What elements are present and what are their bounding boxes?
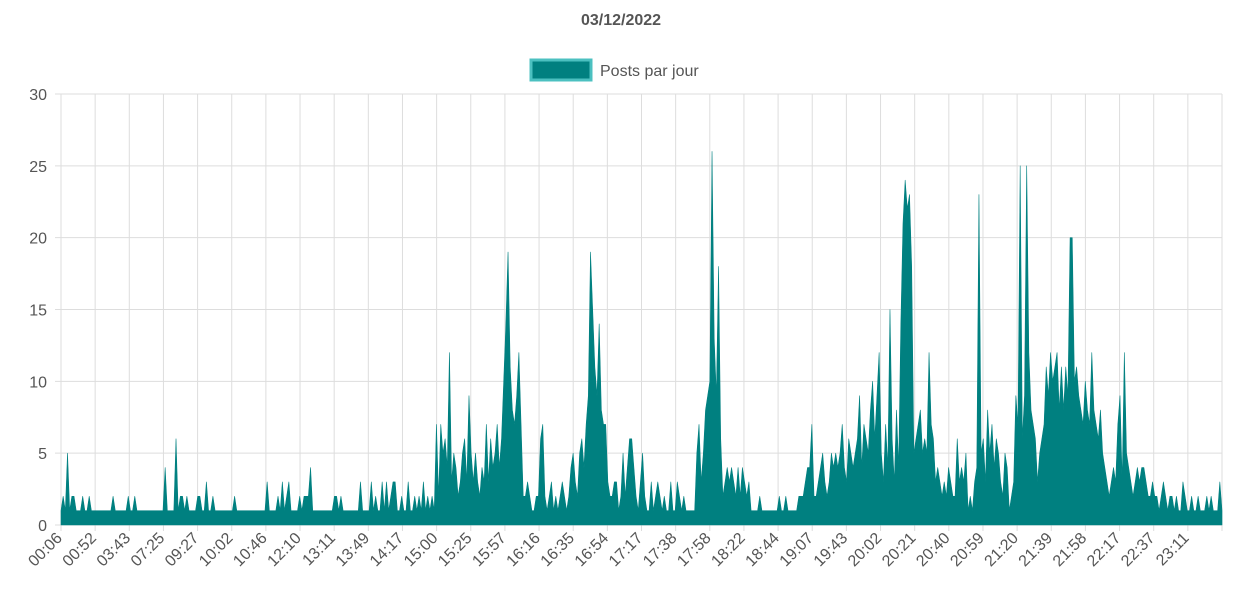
y-tick-label: 10 (29, 374, 47, 391)
x-tick-label: 15:00 (401, 530, 441, 570)
x-tick-label: 15:57 (469, 530, 509, 570)
x-tick-label: 16:35 (538, 530, 578, 570)
x-tick-label: 16:54 (572, 530, 612, 570)
x-tick-label: 03:43 (94, 530, 134, 570)
x-tick-label: 22:17 (1084, 530, 1124, 570)
y-axis: 0 5 10 15 20 25 30 (29, 87, 47, 535)
x-tick-label: 07:25 (128, 530, 168, 570)
y-tick-label: 5 (38, 446, 47, 463)
y-tick-label: 0 (38, 518, 47, 535)
x-tick-label: 21:39 (1016, 530, 1056, 570)
x-tick-label: 00:06 (25, 530, 65, 570)
x-tick-label: 18:44 (743, 530, 783, 570)
y-tick-label: 20 (29, 231, 47, 248)
x-tick-label: 19:43 (811, 530, 851, 570)
y-tick-label: 25 (29, 159, 47, 176)
x-tick-label: 20:59 (947, 530, 987, 570)
y-tick-label: 15 (29, 303, 47, 320)
legend-label: Posts par jour (600, 63, 699, 80)
x-tick-label: 21:58 (1050, 530, 1090, 570)
series-layer (60, 151, 1223, 526)
x-tick-label: 23:11 (1153, 530, 1193, 570)
x-tick-label: 21:20 (982, 530, 1022, 570)
x-tick-label: 15:25 (435, 530, 475, 570)
x-axis: 00:0600:5203:4307:2509:2710:0210:4612:10… (25, 530, 1192, 570)
y-tick-label: 30 (29, 87, 47, 104)
x-tick-label: 20:21 (879, 530, 919, 570)
x-tick-label: 19:07 (777, 530, 817, 570)
x-tick-label: 10:02 (196, 530, 236, 570)
x-tick-label: 13:49 (333, 530, 373, 570)
x-tick-label: 09:27 (162, 530, 202, 570)
x-tick-label: 10:46 (230, 530, 270, 570)
legend-swatch (529, 58, 593, 82)
x-tick-label: 22:37 (1118, 530, 1158, 570)
x-tick-label: 17:17 (606, 530, 646, 570)
series-area (60, 151, 1223, 526)
chart-title: 03/12/2022 (581, 12, 661, 29)
x-tick-label: 17:58 (674, 530, 714, 570)
x-tick-label: 20:02 (845, 530, 885, 570)
legend: Posts par jour (529, 58, 699, 82)
x-tick-label: 17:38 (640, 530, 680, 570)
x-tick-label: 20:40 (913, 530, 953, 570)
x-tick-label: 16:16 (504, 530, 544, 570)
x-tick-label: 12:10 (265, 530, 305, 570)
x-tick-label: 00:52 (60, 530, 100, 570)
x-tick-label: 18:22 (708, 530, 748, 570)
x-tick-label: 14:17 (367, 530, 407, 570)
x-tick-label: 13:11 (300, 530, 340, 570)
